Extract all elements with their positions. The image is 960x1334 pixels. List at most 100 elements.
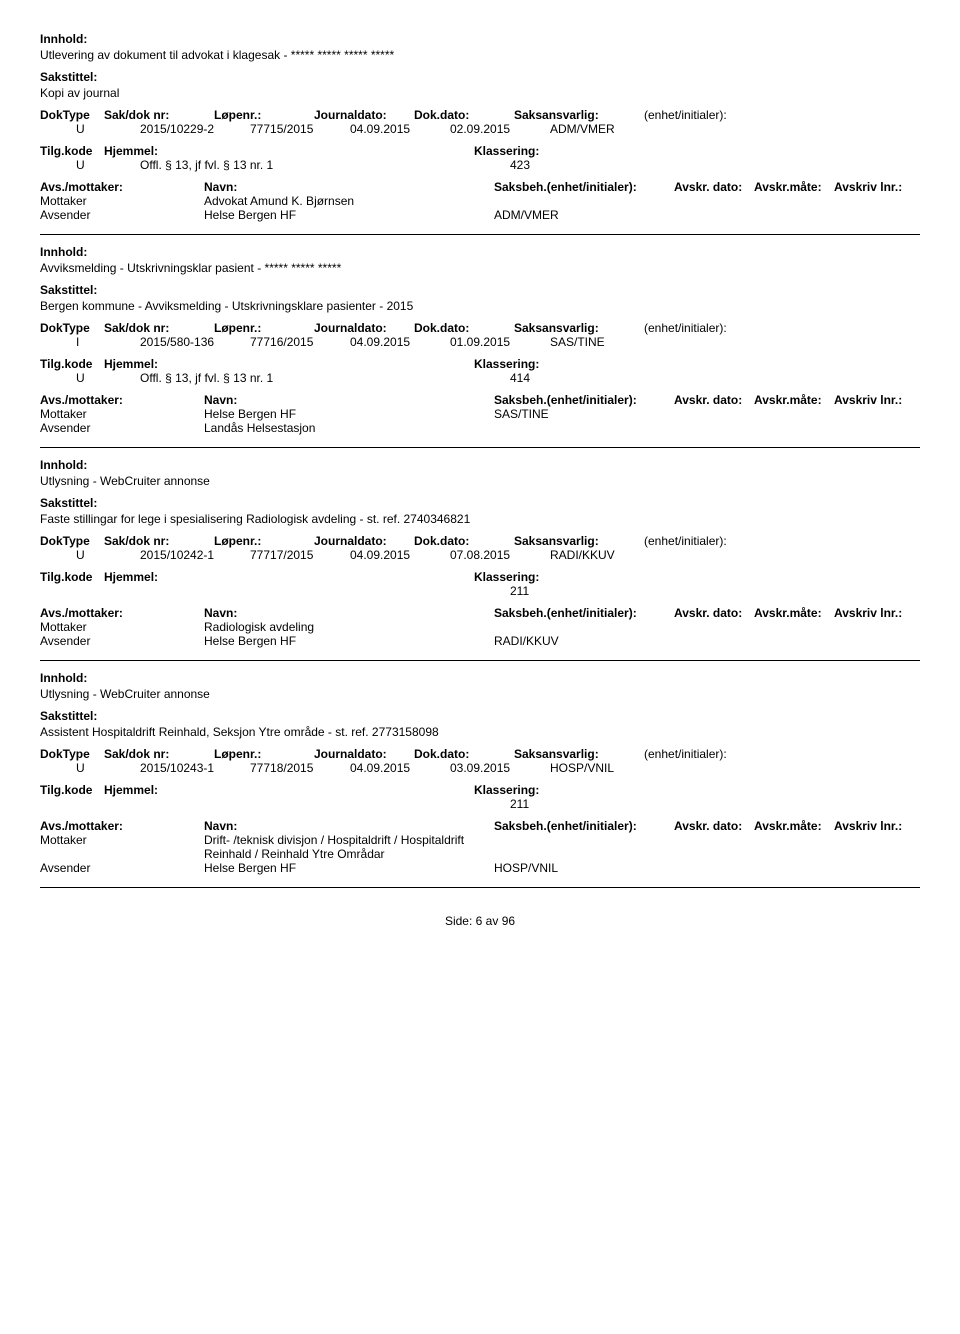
saksansvarlig-value: ADM/VMER bbox=[550, 122, 680, 136]
doktype-value: U bbox=[40, 761, 140, 775]
footer-av-label: av bbox=[486, 914, 499, 928]
tilgkode-value: U bbox=[40, 158, 140, 172]
saksansvarlig-value: HOSP/VNIL bbox=[550, 761, 680, 775]
sakdok-value: 2015/10242-1 bbox=[140, 548, 250, 562]
navn-header: Navn: bbox=[204, 819, 494, 833]
party-role: Avsender bbox=[40, 861, 204, 875]
saksansvarlig-header: Saksansvarlig: bbox=[514, 534, 644, 548]
dokdato-header: Dok.dato: bbox=[414, 747, 514, 761]
doktype-header: DokType bbox=[40, 321, 104, 335]
party-row: Mottaker Helse Bergen HF SAS/TINE bbox=[40, 407, 920, 421]
hjemmel-value: Offl. § 13, jf fvl. § 13 nr. 1 bbox=[140, 371, 510, 385]
journaldato-header: Journaldato: bbox=[314, 534, 414, 548]
lopenr-header: Løpenr.: bbox=[214, 534, 314, 548]
sakdok-value: 2015/10229-2 bbox=[140, 122, 250, 136]
avskrivlnr-header: Avskriv lnr.: bbox=[834, 819, 920, 833]
footer-side-label: Side: bbox=[445, 914, 472, 928]
dokdato-header: Dok.dato: bbox=[414, 321, 514, 335]
party-navn: Helse Bergen HF bbox=[204, 407, 494, 421]
sakdok-value: 2015/10243-1 bbox=[140, 761, 250, 775]
saksbeh-header: Saksbeh.(enhet/initialer): bbox=[494, 180, 674, 194]
party-navn: Helse Bergen HF bbox=[204, 208, 494, 222]
doktype-value: U bbox=[40, 548, 140, 562]
innhold-label: Innhold: bbox=[40, 32, 920, 46]
hjemmel-header: Hjemmel: bbox=[104, 570, 474, 584]
journal-record: Innhold:Utlysning - WebCruiter annonseSa… bbox=[40, 458, 920, 661]
sakstittel-text: Faste stillingar for lege i spesialiseri… bbox=[40, 512, 920, 526]
lopenr-value: 77715/2015 bbox=[250, 122, 350, 136]
party-role: Mottaker bbox=[40, 620, 204, 634]
party-row: Avsender Helse Bergen HF ADM/VMER bbox=[40, 208, 920, 222]
innhold-text: Utlysning - WebCruiter annonse bbox=[40, 687, 920, 701]
avsmottaker-header: Avs./mottaker: bbox=[40, 819, 204, 833]
enhet-header: (enhet/initialer): bbox=[644, 321, 920, 335]
saksansvarlig-header: Saksansvarlig: bbox=[514, 108, 644, 122]
doktype-header: DokType bbox=[40, 108, 104, 122]
saksbeh-header: Saksbeh.(enhet/initialer): bbox=[494, 606, 674, 620]
party-row: Avsender Helse Bergen HF HOSP/VNIL bbox=[40, 861, 920, 875]
saksansvarlig-value: SAS/TINE bbox=[550, 335, 680, 349]
avskrdato-header: Avskr. dato: bbox=[674, 180, 754, 194]
sakstittel-text: Kopi av journal bbox=[40, 86, 920, 100]
avskrmate-header: Avskr.måte: bbox=[754, 393, 834, 407]
record-divider bbox=[40, 447, 920, 448]
klassering-header: Klassering: bbox=[474, 357, 654, 371]
saksansvarlig-header: Saksansvarlig: bbox=[514, 321, 644, 335]
klassering-header: Klassering: bbox=[474, 570, 654, 584]
party-saksbeh: SAS/TINE bbox=[494, 407, 674, 421]
sakdok-header: Sak/dok nr: bbox=[104, 321, 214, 335]
dokdato-value: 03.09.2015 bbox=[450, 761, 550, 775]
avskrdato-header: Avskr. dato: bbox=[674, 393, 754, 407]
avskrivlnr-header: Avskriv lnr.: bbox=[834, 606, 920, 620]
party-navn: Advokat Amund K. Bjørnsen bbox=[204, 194, 494, 208]
innhold-label: Innhold: bbox=[40, 245, 920, 259]
journaldato-value: 04.09.2015 bbox=[350, 122, 450, 136]
enhet-header: (enhet/initialer): bbox=[644, 747, 920, 761]
klassering-value: 211 bbox=[510, 797, 690, 811]
sakstittel-text: Assistent Hospitaldrift Reinhald, Seksjo… bbox=[40, 725, 920, 739]
journaldato-value: 04.09.2015 bbox=[350, 335, 450, 349]
klassering-header: Klassering: bbox=[474, 144, 654, 158]
sakstittel-label: Sakstittel: bbox=[40, 70, 920, 84]
sakdok-header: Sak/dok nr: bbox=[104, 534, 214, 548]
sakstittel-label: Sakstittel: bbox=[40, 709, 920, 723]
hjemmel-header: Hjemmel: bbox=[104, 144, 474, 158]
enhet-header: (enhet/initialer): bbox=[644, 108, 920, 122]
dokdato-value: 01.09.2015 bbox=[450, 335, 550, 349]
party-navn: Drift- /teknisk divisjon / Hospitaldrift… bbox=[204, 833, 494, 861]
saksansvarlig-header: Saksansvarlig: bbox=[514, 747, 644, 761]
klassering-value: 414 bbox=[510, 371, 690, 385]
journaldato-value: 04.09.2015 bbox=[350, 548, 450, 562]
dokdato-value: 07.08.2015 bbox=[450, 548, 550, 562]
journal-record: Innhold:Utlysning - WebCruiter annonseSa… bbox=[40, 671, 920, 888]
doktype-header: DokType bbox=[40, 534, 104, 548]
party-role: Mottaker bbox=[40, 407, 204, 421]
navn-header: Navn: bbox=[204, 180, 494, 194]
journaldato-value: 04.09.2015 bbox=[350, 761, 450, 775]
avskrmate-header: Avskr.måte: bbox=[754, 606, 834, 620]
party-role: Avsender bbox=[40, 421, 204, 435]
party-navn: Landås Helsestasjon bbox=[204, 421, 494, 435]
journaldato-header: Journaldato: bbox=[314, 321, 414, 335]
innhold-text: Utlevering av dokument til advokat i kla… bbox=[40, 48, 920, 62]
klassering-header: Klassering: bbox=[474, 783, 654, 797]
party-saksbeh: HOSP/VNIL bbox=[494, 861, 674, 875]
record-divider bbox=[40, 887, 920, 888]
journal-record: Innhold:Avviksmelding - Utskrivningsklar… bbox=[40, 245, 920, 448]
lopenr-header: Løpenr.: bbox=[214, 108, 314, 122]
saksbeh-header: Saksbeh.(enhet/initialer): bbox=[494, 819, 674, 833]
sakstittel-text: Bergen kommune - Avviksmelding - Utskriv… bbox=[40, 299, 920, 313]
doktype-value: U bbox=[40, 122, 140, 136]
sakstittel-label: Sakstittel: bbox=[40, 496, 920, 510]
party-saksbeh: ADM/VMER bbox=[494, 208, 674, 222]
avskrivlnr-header: Avskriv lnr.: bbox=[834, 393, 920, 407]
klassering-value: 211 bbox=[510, 584, 690, 598]
tilgkode-header: Tilg.kode bbox=[40, 783, 104, 797]
navn-header: Navn: bbox=[204, 393, 494, 407]
sakstittel-label: Sakstittel: bbox=[40, 283, 920, 297]
dokdato-value: 02.09.2015 bbox=[450, 122, 550, 136]
sakdok-value: 2015/580-136 bbox=[140, 335, 250, 349]
navn-header: Navn: bbox=[204, 606, 494, 620]
record-divider bbox=[40, 234, 920, 235]
party-row: Mottaker Advokat Amund K. Bjørnsen bbox=[40, 194, 920, 208]
